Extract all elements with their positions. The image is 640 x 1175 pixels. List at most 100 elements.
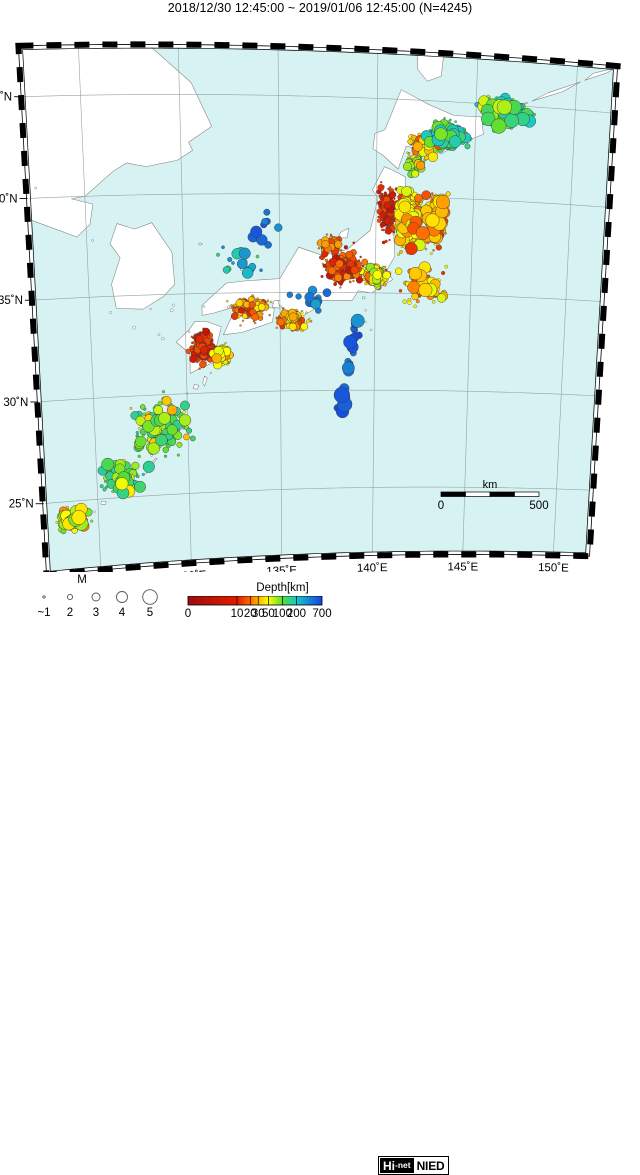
earthquake-marker bbox=[258, 303, 266, 311]
magnitude-symbol-4 bbox=[116, 591, 128, 603]
earthquake-marker bbox=[415, 299, 420, 304]
earthquake-marker bbox=[131, 461, 140, 470]
earthquake-marker bbox=[382, 266, 386, 269]
earthquake-marker bbox=[424, 247, 428, 251]
earthquake-marker bbox=[190, 335, 193, 338]
earthquake-marker bbox=[199, 360, 207, 369]
earthquake-marker bbox=[230, 312, 239, 320]
earthquake-marker bbox=[182, 410, 186, 414]
logo-nied: NIED bbox=[413, 1158, 447, 1173]
earthquake-marker bbox=[310, 298, 322, 310]
earthquake-marker bbox=[504, 113, 519, 129]
earthquake-marker bbox=[71, 510, 87, 525]
lat-label-45: 45˚N bbox=[0, 92, 12, 104]
earthquake-marker bbox=[444, 264, 448, 269]
landmass-kuril2 bbox=[531, 81, 581, 102]
scale-bar-segment bbox=[489, 491, 515, 497]
earthquake-marker bbox=[464, 143, 471, 150]
earthquake-marker bbox=[198, 367, 201, 370]
earthquake-marker bbox=[158, 412, 171, 425]
earthquake-marker bbox=[101, 457, 115, 471]
magnitude-legend-title: M bbox=[77, 574, 87, 586]
earthquake-marker bbox=[139, 404, 146, 410]
earthquake-marker bbox=[407, 152, 411, 155]
earthquake-marker bbox=[216, 252, 220, 257]
earthquake-marker bbox=[339, 286, 342, 289]
landmass-korea bbox=[109, 222, 175, 310]
earthquake-marker bbox=[434, 127, 448, 141]
earthquake-marker bbox=[379, 181, 383, 184]
earthquake-marker bbox=[310, 320, 313, 323]
landmass-yakushima bbox=[193, 384, 200, 390]
hinet-nied-logo: Hi -net NIED bbox=[378, 1156, 450, 1175]
landmass-izu_oshima bbox=[362, 296, 366, 300]
depth-label-10: 10 bbox=[231, 608, 244, 620]
earthquake-marker bbox=[402, 161, 413, 171]
scale-bar-segment bbox=[440, 491, 466, 497]
gridline-lon-130 bbox=[177, 44, 192, 564]
earthquake-marker bbox=[282, 307, 285, 310]
earthquake-marker bbox=[411, 292, 419, 301]
earthquake-marker bbox=[259, 268, 263, 272]
earthquake-marker bbox=[333, 386, 350, 404]
map-panel[interactable]: km050045˚N40˚N35˚N30˚N25˚N125˚E130˚E135˚… bbox=[0, 12, 640, 572]
magnitude-label-4: 4 bbox=[119, 607, 126, 619]
earthquake-marker bbox=[137, 454, 141, 458]
earthquake-marker bbox=[349, 281, 352, 284]
earthquake-marker bbox=[427, 151, 438, 162]
earthquake-marker bbox=[421, 190, 431, 200]
earthquake-marker bbox=[392, 232, 395, 236]
lon-label-150: 150˚E bbox=[538, 562, 569, 572]
earthquake-marker bbox=[399, 250, 403, 254]
earthquake-marker bbox=[322, 288, 332, 298]
lat-label-30: 30˚N bbox=[3, 397, 28, 409]
island-speck-20 bbox=[93, 510, 96, 513]
earthquake-marker bbox=[162, 446, 169, 453]
earthquake-marker bbox=[166, 404, 178, 416]
earthquake-marker bbox=[241, 319, 245, 322]
landmass-sado bbox=[336, 227, 350, 239]
lon-label-135: 135˚E bbox=[266, 565, 297, 572]
depth-label-200: 200 bbox=[287, 608, 306, 620]
earthquake-marker bbox=[161, 395, 172, 406]
earthquake-marker bbox=[239, 324, 242, 327]
gridline-lat-40 bbox=[26, 193, 610, 208]
earthquake-marker bbox=[274, 223, 283, 232]
earthquake-marker bbox=[321, 240, 330, 249]
earthquake-marker bbox=[382, 228, 386, 232]
earthquake-marker bbox=[429, 252, 433, 255]
earthquake-marker bbox=[176, 453, 180, 457]
earthquake-marker bbox=[407, 280, 421, 294]
magnitude-symbol-1 bbox=[42, 595, 46, 599]
earthquake-marker bbox=[320, 275, 324, 278]
earthquake-marker bbox=[230, 304, 233, 307]
gridline-lon-135 bbox=[277, 46, 283, 559]
earthquake-marker bbox=[443, 117, 446, 120]
magnitude-label-1: ~1 bbox=[37, 607, 50, 619]
island-speck-5 bbox=[227, 305, 231, 309]
lat-label-40: 40˚N bbox=[0, 193, 18, 205]
earthquake-marker bbox=[90, 519, 94, 523]
landmass-ulleung bbox=[197, 242, 203, 246]
earthquake-marker bbox=[385, 227, 392, 235]
gridline-lon-140 bbox=[372, 49, 379, 556]
island-speck-16 bbox=[149, 307, 152, 311]
earthquake-marker bbox=[408, 266, 423, 281]
earthquake-marker bbox=[288, 322, 297, 331]
lat-label-25: 25˚N bbox=[9, 499, 34, 511]
island-speck-23 bbox=[34, 186, 37, 190]
earthquake-markers bbox=[55, 92, 536, 535]
earthquake-marker bbox=[350, 265, 359, 275]
earthquake-marker bbox=[432, 249, 435, 252]
scale-bar-start: 0 bbox=[438, 500, 444, 512]
earthquake-marker bbox=[401, 186, 412, 197]
earthquake-marker bbox=[134, 480, 146, 493]
earthquake-marker bbox=[251, 313, 260, 321]
earthquake-marker bbox=[135, 433, 139, 437]
earthquake-marker bbox=[395, 267, 403, 275]
earthquake-marker bbox=[221, 245, 225, 250]
map-svg[interactable]: km050045˚N40˚N35˚N30˚N25˚N125˚E130˚E135˚… bbox=[0, 12, 640, 572]
earthquake-marker bbox=[242, 267, 254, 279]
depth-colorbar-gradient bbox=[187, 596, 323, 606]
